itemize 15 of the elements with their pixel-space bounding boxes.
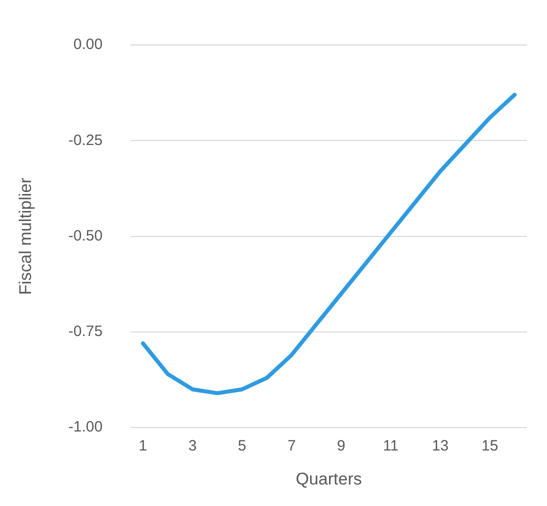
x-tick-label: 15 xyxy=(481,438,498,455)
y-tick-label: -0.25 xyxy=(68,132,103,149)
y-axis-title: Fiscal multiplier xyxy=(16,177,35,295)
x-tick-label: 5 xyxy=(238,438,246,455)
x-tick-label: 7 xyxy=(287,438,296,455)
x-tick-label: 9 xyxy=(337,438,346,455)
x-tick-label: 13 xyxy=(432,438,449,455)
x-tick-label: 1 xyxy=(138,438,148,455)
x-axis-title: Quarters xyxy=(296,469,362,488)
y-tick-label: -1.00 xyxy=(68,418,103,436)
y-tick-label: 0.00 xyxy=(73,36,103,54)
y-tick-label: -0.75 xyxy=(68,323,103,340)
x-tick-label: 11 xyxy=(382,438,399,455)
y-tick-label: -0.50 xyxy=(68,227,103,244)
x-tick-label: 3 xyxy=(188,438,197,455)
